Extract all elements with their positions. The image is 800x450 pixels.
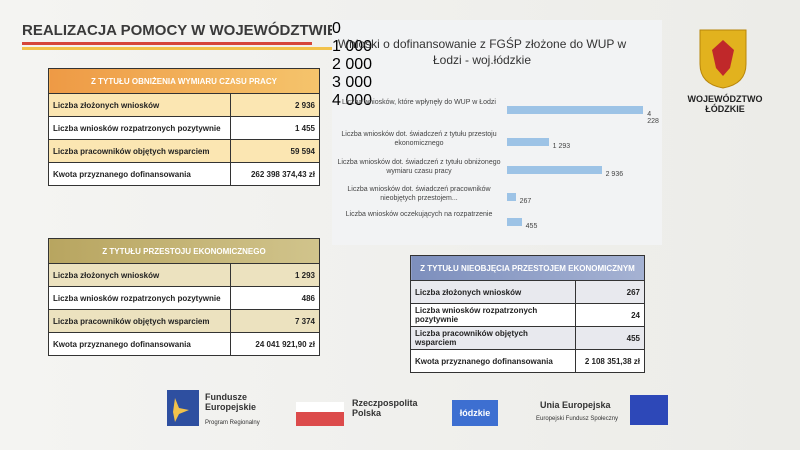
bar xyxy=(507,138,549,146)
row-label: Kwota przyznanego dofinansowania xyxy=(410,349,576,373)
rp-text: Rzeczpospolita Polska xyxy=(352,398,418,418)
title-rule xyxy=(22,47,352,50)
title-rule xyxy=(22,42,312,45)
value-label: 267 xyxy=(519,198,532,205)
table-row: Liczba złożonych wniosków 1 293 xyxy=(48,263,320,287)
row-value: 7 374 xyxy=(230,309,320,333)
table-row: Liczba pracowników objętych wsparciem 7 3… xyxy=(48,309,320,333)
row-label: Liczba złożonych wniosków xyxy=(410,280,576,304)
row-label: Liczba pracowników objętych wsparciem xyxy=(48,139,231,163)
ue-text: Unia Europejska xyxy=(540,400,611,410)
table-header-row: Z TYTUŁU NIEOBJĘCIA PRZESTOJEM EKONOMICZ… xyxy=(410,255,645,281)
flag-red xyxy=(296,412,344,426)
table-header: Z TYTUŁU OBNIŻENIA WYMIARU CZASU PRACY xyxy=(48,68,320,94)
table-header: Z TYTUŁU NIEOBJĘCIA PRZESTOJEM EKONOMICZ… xyxy=(410,255,645,281)
row-label: Liczba pracowników objętych wsparciem xyxy=(410,326,576,350)
row-label: Liczba wniosków rozpatrzonych pozytywnie xyxy=(48,286,231,310)
row-value: 455 xyxy=(575,326,645,350)
bar xyxy=(507,106,644,114)
table-row: Kwota przyznanego dofinansowania 262 398 … xyxy=(48,162,320,186)
row-label: Kwota przyznanego dofinansowania xyxy=(48,332,231,356)
table-header: Z TYTUŁU PRZESTOJU EKONOMICZNEGO xyxy=(48,238,320,264)
data-table: Z TYTUŁU OBNIŻENIA WYMIARU CZASU PRACY Li… xyxy=(48,68,320,186)
fe-sub: Program Regionalny xyxy=(205,420,260,426)
x-tick-label: 2 000 xyxy=(332,56,373,73)
chart: Wnioski o dofinansowanie z FGŚP złożone … xyxy=(332,20,662,245)
table-row: Liczba wniosków rozpatrzonych pozytywnie… xyxy=(48,286,320,310)
coat-of-arms xyxy=(699,29,747,89)
table-header-row: Z TYTUŁU OBNIŻENIA WYMIARU CZASU PRACY xyxy=(48,68,320,94)
fe-star xyxy=(173,398,189,422)
row-value: 59 594 xyxy=(230,139,320,163)
row-value: 1 293 xyxy=(230,263,320,287)
fe-logo xyxy=(167,390,199,426)
data-table: Z TYTUŁU NIEOBJĘCIA PRZESTOJEM EKONOMICZ… xyxy=(410,255,645,373)
category-label: Liczba wniosków, które wpłynęły do WUP w… xyxy=(342,99,496,106)
table-row: Liczba pracowników objętych wsparciem 455 xyxy=(410,326,645,350)
category-label: Liczba wniosków dot. świadczeń z tytułu … xyxy=(341,131,497,147)
x-tick-label: 4 000 xyxy=(332,92,373,109)
logo-text: WOJEWÓDZTWO ŁÓDZKIE xyxy=(687,94,763,114)
eagle xyxy=(712,40,734,76)
category-label: Liczba wniosków dot. świadczeń z tytułu … xyxy=(337,159,501,175)
table-row: Liczba pracowników objętych wsparciem 59 … xyxy=(48,139,320,163)
row-label: Liczba wniosków rozpatrzonych pozytywnie xyxy=(48,116,231,140)
row-value: 267 xyxy=(575,280,645,304)
table-row: Liczba wniosków rozpatrzonych pozytywnie… xyxy=(48,116,320,140)
table-row: Liczba złożonych wniosków 2 936 xyxy=(48,93,320,117)
table-header-row: Z TYTUŁU PRZESTOJU EKONOMICZNEGO xyxy=(48,238,320,264)
flag-white xyxy=(296,402,344,414)
chart-title: Wnioski o dofinansowanie z FGŚP złożone … xyxy=(337,37,627,67)
row-value: 24 xyxy=(575,303,645,327)
row-value: 2 936 xyxy=(230,93,320,117)
row-label: Liczba wniosków rozpatrzonych pozytywnie xyxy=(410,303,576,327)
bar xyxy=(507,193,516,201)
value-label: 1 293 xyxy=(552,143,571,150)
category-label: Liczba wniosków oczekujących na rozpatrz… xyxy=(345,211,493,218)
eu-flag xyxy=(630,395,668,425)
row-label: Liczba złożonych wniosków xyxy=(48,93,231,117)
bar xyxy=(507,166,602,174)
category-label: Liczba wniosków dot. świadczeń pracownik… xyxy=(347,186,491,202)
fe-text: Fundusze Europejskie xyxy=(205,392,257,412)
row-label: Liczba złożonych wniosków xyxy=(48,263,231,287)
row-value: 1 455 xyxy=(230,116,320,140)
x-tick-label: 1 000 xyxy=(332,38,373,55)
table-row: Liczba złożonych wniosków 267 xyxy=(410,280,645,304)
value-label: 4 228 xyxy=(647,111,659,125)
table-row: Kwota przyznanego dofinansowania 2 108 35… xyxy=(410,349,645,373)
x-tick-label: 0 xyxy=(332,20,341,37)
row-value: 486 xyxy=(230,286,320,310)
row-label: Liczba pracowników objętych wsparciem xyxy=(48,309,231,333)
row-value: 2 108 351,38 zł xyxy=(575,349,645,373)
lodzkie-logo: łódzkie xyxy=(452,400,498,426)
row-value: 262 398 374,43 zł xyxy=(230,162,320,186)
row-label: Kwota przyznanego dofinansowania xyxy=(48,162,231,186)
row-value: 24 041 921,90 zł xyxy=(230,332,320,356)
data-table: Z TYTUŁU PRZESTOJU EKONOMICZNEGO Liczba z… xyxy=(48,238,320,356)
slide-title: REALIZACJA POMOCY W WOJEWÓDZTWIE xyxy=(22,22,337,39)
bar xyxy=(507,218,522,226)
value-label: 2 936 xyxy=(605,171,624,178)
table-row: Liczba wniosków rozpatrzonych pozytywnie… xyxy=(410,303,645,327)
value-label: 455 xyxy=(525,223,538,230)
x-tick-label: 3 000 xyxy=(332,74,373,91)
fe-mark xyxy=(167,390,199,426)
ue-sub: Europejski Fundusz Społeczny xyxy=(536,416,619,422)
table-row: Kwota przyznanego dofinansowania 24 041 9… xyxy=(48,332,320,356)
